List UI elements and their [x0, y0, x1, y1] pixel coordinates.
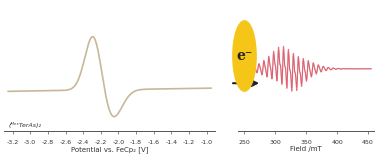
Text: e⁻: e⁻	[236, 49, 253, 63]
X-axis label: Field /mT: Field /mT	[290, 146, 322, 152]
X-axis label: Potential vs. FeCp₂ [V]: Potential vs. FeCp₂ [V]	[71, 146, 149, 153]
Circle shape	[233, 21, 256, 91]
Text: (ᴹᵉˢTerAs)₂: (ᴹᵉˢTerAs)₂	[8, 122, 41, 128]
